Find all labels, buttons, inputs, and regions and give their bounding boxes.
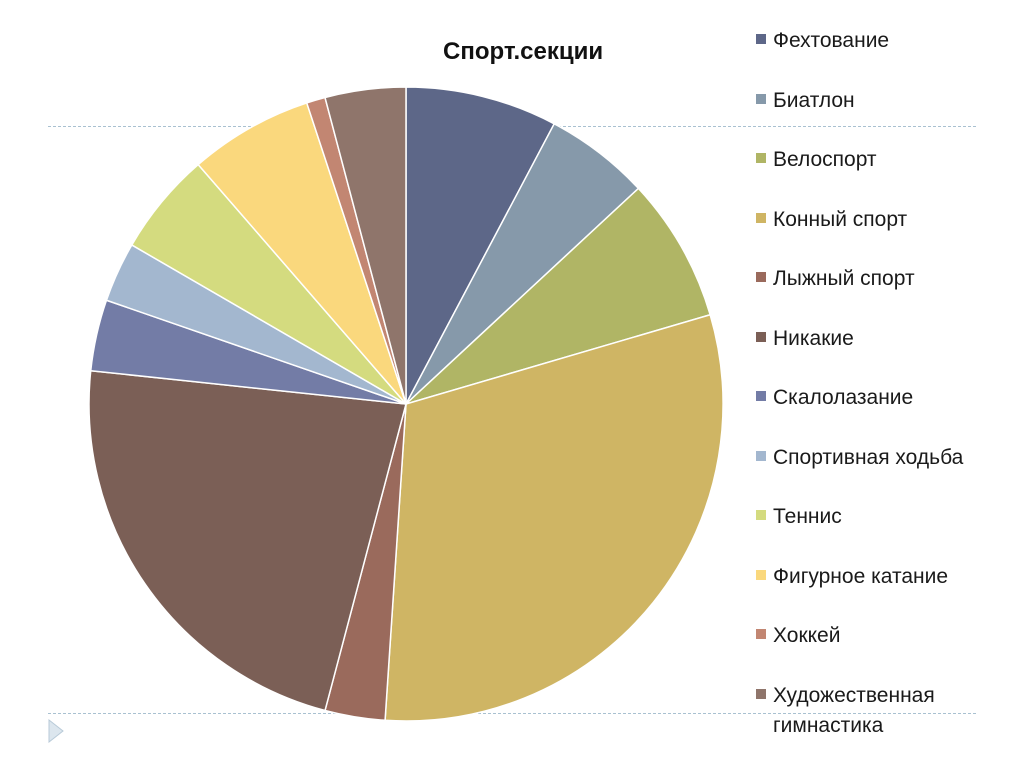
legend-label-7: Спортивная ходьба [773, 445, 964, 469]
legend-swatch-8 [756, 510, 766, 520]
pie-slice-9 [197, 102, 407, 405]
legend-label-1: Биатлон [773, 88, 855, 112]
pie-slice-0 [405, 86, 555, 405]
legend-swatch-9 [756, 569, 766, 580]
legend-label-10: Хоккей [773, 624, 841, 647]
legend-label-11: Художественная гимнастика [773, 683, 935, 737]
pie-slice-3 [384, 314, 724, 722]
legend-label-5: Никакие [773, 326, 854, 350]
legend-label-6: Скалолазание [773, 386, 914, 409]
legend-label-0: Фехтование [773, 29, 890, 52]
divider-line-bottom [48, 713, 976, 714]
legend-swatch-1 [756, 93, 766, 104]
pie-slice-2 [405, 187, 711, 405]
legend-swatch-3 [756, 212, 766, 223]
legend-label-8: Теннис [773, 505, 842, 528]
legend-swatch-10 [756, 629, 766, 639]
chart-title: Спорт.секции [443, 38, 604, 65]
legend-label-9: Фигурное катание [773, 564, 949, 588]
legend-swatch-5 [756, 331, 766, 342]
legend-label-3: Конный спорт [773, 207, 908, 231]
legend-label-4: Лыжный спорт [773, 267, 915, 290]
legend-swatch-7 [756, 450, 766, 461]
legend-swatch-2 [756, 153, 766, 163]
pie-slice-5 [88, 369, 407, 712]
pie-slice-11 [324, 86, 407, 405]
pie-chart [88, 86, 724, 722]
legend-swatch-0 [756, 34, 766, 44]
legend-swatch-6 [756, 391, 766, 401]
legend-swatch-4 [756, 272, 766, 282]
legend-label-2: Велоспорт [773, 148, 877, 171]
play-arrow-icon[interactable] [48, 719, 64, 743]
legend-swatch-11 [756, 688, 766, 699]
